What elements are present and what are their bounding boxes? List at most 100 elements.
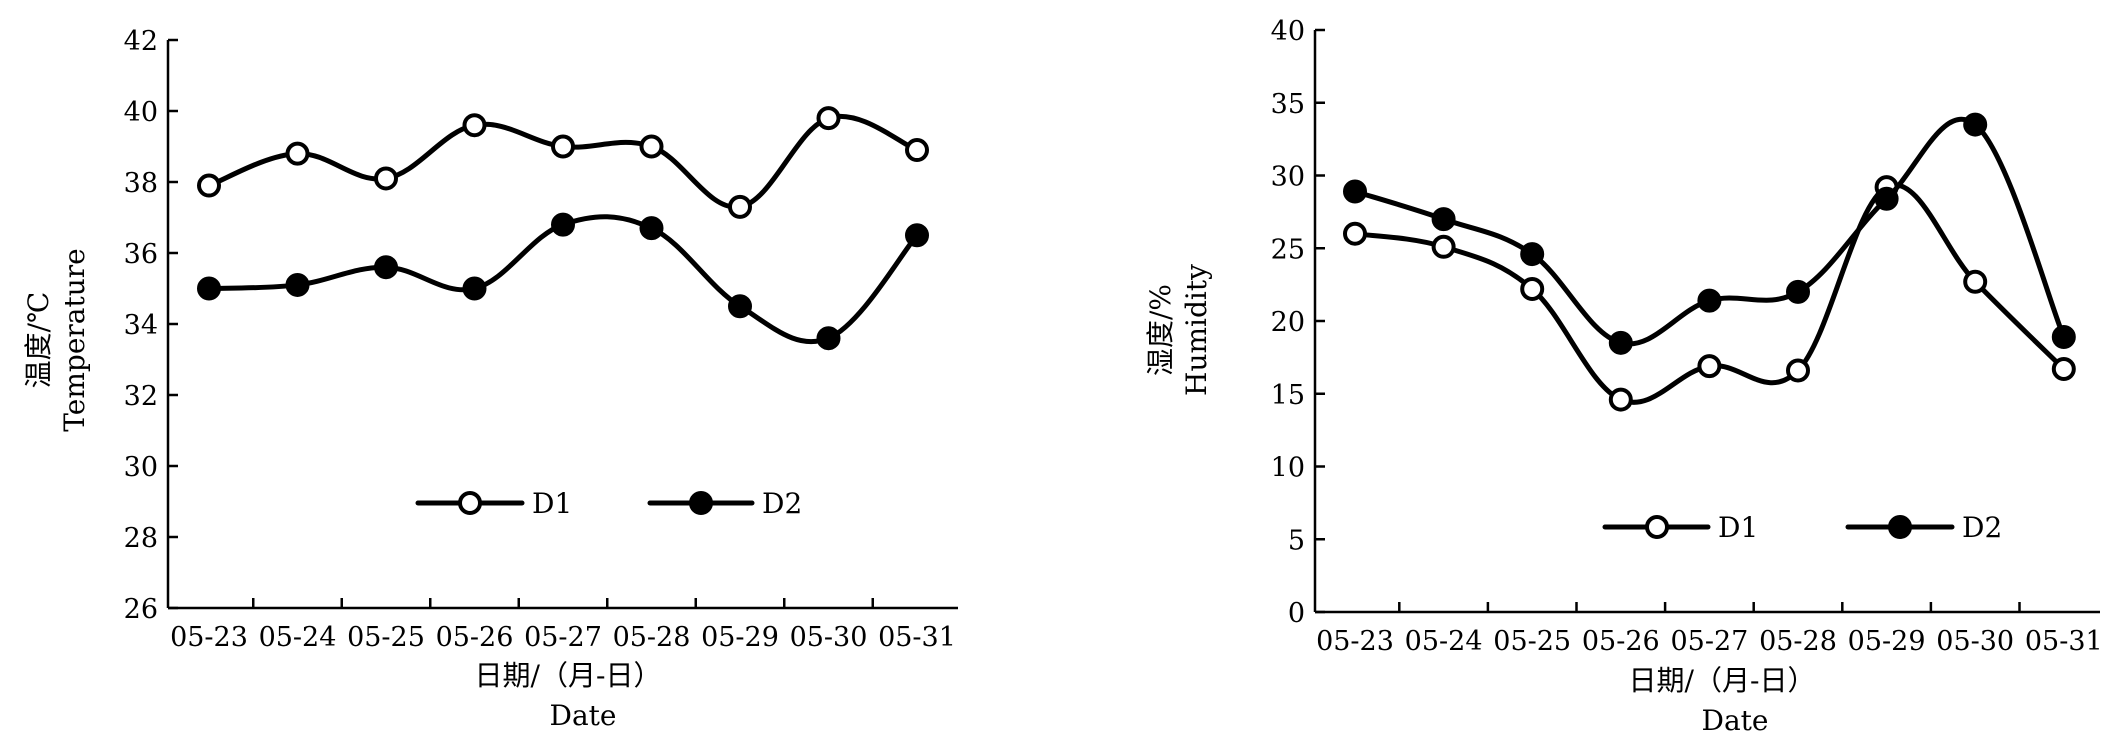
humidity-d2-point bbox=[1520, 242, 1545, 267]
humidity-d2-point bbox=[1431, 207, 1456, 232]
humidity-x-tick-label: 05-31 bbox=[2025, 626, 2103, 657]
temperature-d2-point bbox=[905, 223, 929, 248]
humidity-d1-point bbox=[1431, 234, 1456, 259]
humidity-y-axis-title: 湿度/% Humidity bbox=[1144, 264, 1213, 396]
humidity-y-tick-label: 0 bbox=[1288, 598, 1305, 629]
humidity-d1-point bbox=[1520, 276, 1545, 301]
humidity-x-tick-label: 05-24 bbox=[1405, 626, 1483, 657]
temperature-y-tick-label: 30 bbox=[124, 452, 158, 483]
humidity-x-tick-label: 05-30 bbox=[1936, 626, 2014, 657]
humidity-d2-point bbox=[1963, 112, 1988, 137]
temperature-x-tick-label: 05-23 bbox=[170, 622, 248, 653]
humidity-axes: 0 5 10 15 20 25 30 35 40 05-23 05-24 05-25 05-26 05-2… bbox=[1271, 16, 2103, 657]
humidity-d1-point bbox=[1343, 221, 1367, 246]
humidity-d2-point bbox=[1608, 330, 1633, 355]
temperature-series-d1 bbox=[197, 106, 929, 219]
humidity-series-d1 bbox=[1343, 175, 2076, 412]
temperature-y-tick-label: 34 bbox=[124, 310, 158, 341]
humidity-x-tick-label: 05-26 bbox=[1582, 626, 1660, 657]
temperature-d1-point bbox=[285, 141, 310, 166]
temperature-x-tick-label: 05-24 bbox=[259, 622, 337, 653]
humidity-d2-point bbox=[1786, 279, 1810, 304]
humidity-x-tick-label: 05-29 bbox=[1848, 626, 1926, 657]
legend-d2-label: D2 bbox=[762, 487, 802, 520]
temperature-x-tick-label: 05-30 bbox=[790, 622, 868, 653]
legend-d2-marker bbox=[689, 491, 713, 515]
humidity-x-tick-label: 05-28 bbox=[1759, 626, 1837, 657]
temperature-d2-point bbox=[551, 212, 575, 237]
temperature-d1-point bbox=[374, 166, 398, 191]
temperature-chart: 温度/℃ Temperature 26 28 30 32 34 36 38 40 42 05-23… bbox=[22, 26, 958, 732]
temperature-legend: D1 D2 bbox=[415, 487, 802, 520]
humidity-y-tick-label: 25 bbox=[1271, 234, 1305, 265]
humidity-y-tick-label: 35 bbox=[1271, 89, 1305, 120]
temperature-d2-point bbox=[816, 326, 841, 351]
humidity-d1-point bbox=[1786, 358, 1810, 383]
humidity-d1-point bbox=[1963, 269, 1988, 294]
temperature-y-axis-title: 温度/℃ Temperature bbox=[22, 248, 91, 431]
temperature-ylabel-en: Temperature bbox=[58, 248, 91, 431]
humidity-x-axis-title: 日期/（月-日） Date bbox=[1629, 664, 1816, 737]
temperature-d2-point bbox=[374, 255, 398, 280]
humidity-d2-point bbox=[2051, 325, 2076, 350]
temperature-d1-point bbox=[197, 173, 221, 198]
legend-d2-marker bbox=[1888, 515, 1912, 539]
temperature-y-tick-label: 40 bbox=[124, 97, 158, 128]
humidity-y-tick-label: 10 bbox=[1271, 453, 1305, 484]
temperature-d1-point bbox=[728, 194, 752, 219]
humidity-y-tick-label: 30 bbox=[1271, 162, 1305, 193]
temperature-d1-point bbox=[462, 113, 487, 138]
temperature-xlabel-en: Date bbox=[550, 699, 617, 732]
temperature-d2-point bbox=[639, 216, 664, 241]
legend-d2-label: D2 bbox=[1962, 511, 2002, 544]
temperature-y-tick-label: 38 bbox=[124, 168, 158, 199]
legend-d1-label: D1 bbox=[1718, 511, 1758, 544]
temperature-ylabel-cn: 温度/℃ bbox=[22, 292, 55, 389]
temperature-d1-point bbox=[905, 138, 929, 163]
temperature-series-d2 bbox=[197, 212, 929, 351]
humidity-ylabel-cn: 湿度/% bbox=[1144, 284, 1177, 376]
humidity-y-tick-label: 20 bbox=[1271, 307, 1305, 338]
temperature-y-tick-label: 36 bbox=[124, 239, 158, 270]
humidity-y-tick-label: 5 bbox=[1288, 525, 1305, 556]
temperature-x-tick-label: 05-26 bbox=[436, 622, 514, 653]
temperature-d1-point bbox=[639, 134, 664, 159]
humidity-ylabel-en: Humidity bbox=[1180, 264, 1213, 396]
temperature-y-tick-label: 42 bbox=[124, 26, 158, 57]
humidity-d1-line bbox=[1352, 182, 2067, 405]
humidity-d1-point bbox=[2051, 357, 2076, 382]
temperature-axes: 26 28 30 32 34 36 38 40 42 05-23 05-24 05-25 05-26 05… bbox=[124, 26, 958, 653]
legend-d1-label: D1 bbox=[532, 487, 572, 520]
humidity-x-tick-label: 05-25 bbox=[1493, 626, 1571, 657]
legend-d1-marker bbox=[458, 491, 482, 515]
temperature-d1-line bbox=[206, 113, 920, 210]
temperature-y-tick-label: 26 bbox=[124, 594, 158, 625]
humidity-y-tick-label: 15 bbox=[1271, 380, 1305, 411]
temperature-d2-point bbox=[462, 276, 487, 301]
humidity-x-tick-label: 05-27 bbox=[1670, 626, 1748, 657]
humidity-d2-point bbox=[1343, 179, 1367, 204]
humidity-d1-point bbox=[1608, 387, 1633, 412]
humidity-xlabel-en: Date bbox=[1702, 704, 1769, 737]
temperature-xlabel-cn: 日期/（月-日） bbox=[475, 659, 662, 692]
temperature-x-axis-title: 日期/（月-日） Date bbox=[475, 659, 662, 732]
temperature-d1-point bbox=[551, 134, 575, 159]
temperature-d2-point bbox=[728, 294, 752, 319]
humidity-x-tick-label: 05-23 bbox=[1316, 626, 1394, 657]
legend-d1-marker bbox=[1645, 515, 1669, 539]
humidity-d2-point bbox=[1697, 288, 1722, 313]
humidity-xlabel-cn: 日期/（月-日） bbox=[1629, 664, 1816, 697]
temperature-x-tick-label: 05-31 bbox=[878, 622, 956, 653]
humidity-y-tick-label: 40 bbox=[1271, 16, 1305, 47]
temperature-d1-point bbox=[816, 106, 841, 131]
temperature-d2-point bbox=[197, 276, 221, 301]
humidity-series-d2 bbox=[1343, 112, 2076, 355]
humidity-d1-point bbox=[1697, 354, 1722, 379]
temperature-y-tick-label: 32 bbox=[124, 381, 158, 412]
temperature-d2-point bbox=[285, 272, 310, 297]
humidity-chart: 湿度/% Humidity 0 5 10 15 20 25 30 35 40 05-23 05-24… bbox=[1144, 16, 2103, 737]
temperature-x-tick-label: 05-25 bbox=[347, 622, 425, 653]
humidity-legend: D1 D2 bbox=[1602, 511, 2002, 544]
temperature-x-tick-label: 05-27 bbox=[524, 622, 602, 653]
